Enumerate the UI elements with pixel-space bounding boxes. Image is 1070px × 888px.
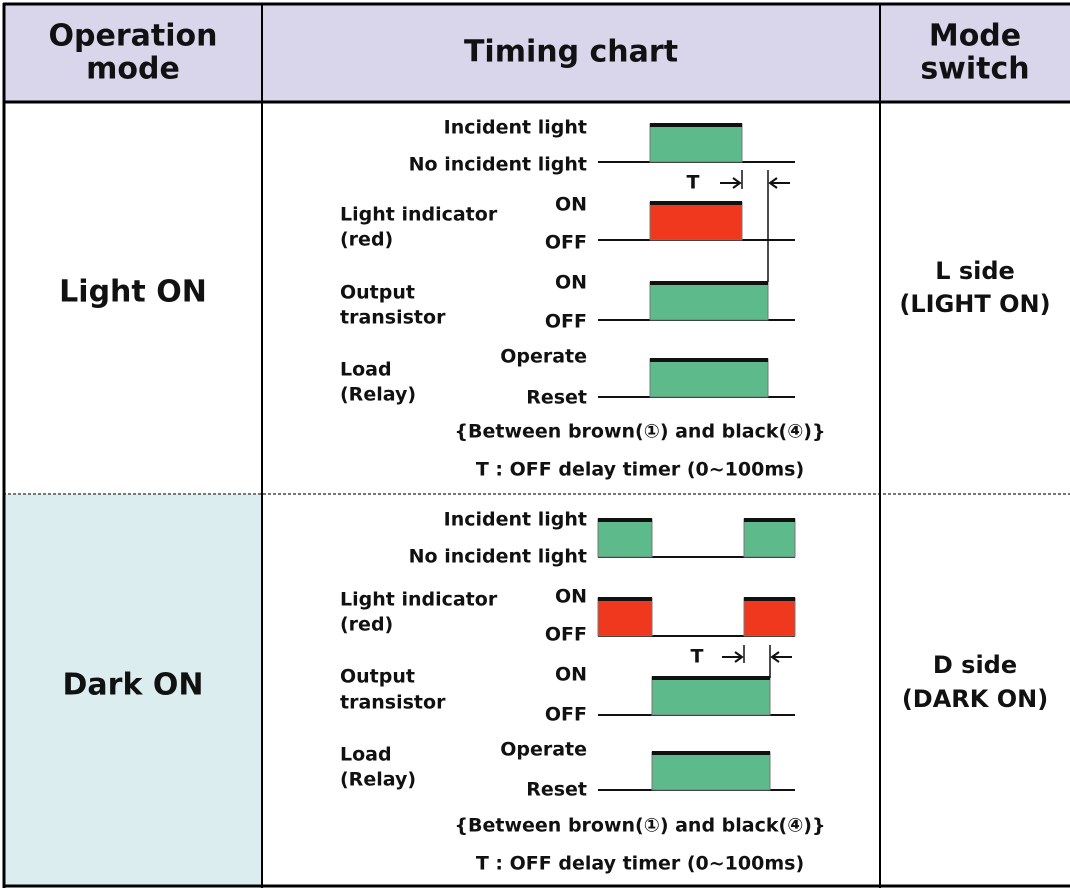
signal-name: (Relay): [340, 769, 416, 791]
header-text: mode: [86, 52, 180, 87]
pulse: [743, 597, 796, 637]
timer-label: T: [691, 646, 704, 668]
timer-arrow: [722, 651, 744, 663]
signal-name: (red): [340, 229, 393, 251]
level-low: No incident light: [409, 546, 587, 568]
level-high: Operate: [500, 346, 587, 368]
signal-name: Light indicator: [340, 204, 498, 226]
header-text: switch: [920, 52, 1029, 87]
level-high: Operate: [500, 739, 587, 761]
note: {Between brown(①) and black(④)}: [455, 421, 826, 443]
pulse: [649, 201, 743, 241]
timer-arrow: [720, 177, 742, 189]
signal-name: Load: [340, 359, 392, 381]
level-high: Incident light: [444, 509, 587, 531]
timer-label: T: [687, 172, 700, 194]
mode-switch: (DARK ON): [902, 685, 1048, 713]
level-low: OFF: [545, 311, 587, 333]
pulse: [597, 518, 653, 558]
level-low: Reset: [526, 779, 587, 801]
level-high: ON: [555, 664, 587, 686]
mode-switch: (LIGHT ON): [899, 290, 1050, 318]
pulse: [649, 281, 769, 321]
header-text: Mode: [929, 19, 1021, 54]
level-low: Reset: [526, 387, 587, 409]
pulse: [649, 123, 743, 163]
pulse: [597, 597, 653, 637]
mode-switch: L side: [935, 257, 1015, 285]
signal-name: (Relay): [340, 384, 416, 406]
operation-mode: Dark ON: [63, 668, 204, 703]
note: T : OFF delay timer (0~100ms): [476, 459, 804, 481]
level-high: Incident light: [444, 117, 587, 139]
signal-name: Output: [340, 666, 415, 688]
level-high: ON: [555, 586, 587, 608]
level-low: No incident light: [409, 154, 587, 176]
pulse: [649, 358, 769, 398]
signal-name: (red): [340, 614, 393, 636]
signal-name: Output: [340, 282, 415, 304]
level-low: OFF: [545, 704, 587, 726]
mode-switch: D side: [933, 651, 1017, 679]
level-low: OFF: [545, 232, 587, 254]
signal-name: Load: [340, 744, 392, 766]
header-text: Operation: [49, 19, 218, 54]
note: {Between brown(①) and black(④)}: [455, 815, 826, 837]
level-high: ON: [555, 194, 587, 216]
note: T : OFF delay timer (0~100ms): [476, 853, 804, 875]
timer-arrow: [770, 651, 792, 663]
pulse: [651, 676, 771, 716]
signal-name: transistor: [340, 307, 446, 329]
timer-arrow: [768, 177, 790, 189]
header-text: Timing chart: [464, 35, 678, 70]
signal-name: transistor: [340, 692, 446, 714]
operation-mode: Light ON: [59, 275, 207, 310]
pulse: [743, 518, 796, 558]
level-high: ON: [555, 272, 587, 294]
level-low: OFF: [545, 624, 587, 646]
pulse: [651, 751, 771, 791]
header-bg: [5, 5, 1070, 102]
dark-mode-bg: [5, 494, 262, 886]
signal-name: Light indicator: [340, 589, 498, 611]
